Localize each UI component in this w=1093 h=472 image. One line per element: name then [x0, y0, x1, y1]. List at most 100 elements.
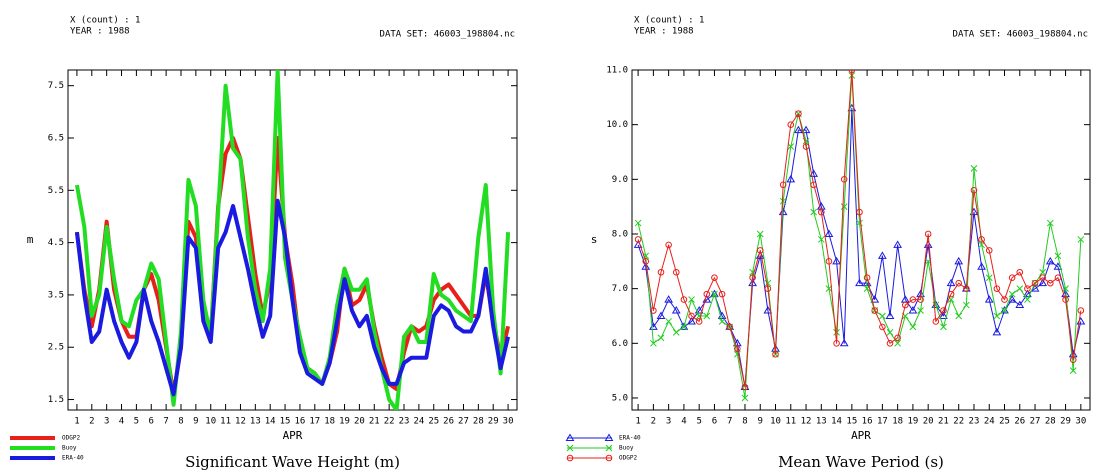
point	[711, 274, 718, 282]
point	[810, 181, 817, 189]
point	[1030, 284, 1040, 292]
point	[718, 318, 726, 325]
point	[680, 323, 688, 331]
x-tick-label: 11	[785, 417, 796, 427]
point	[650, 307, 657, 314]
point	[664, 295, 674, 303]
x-tick-label: 22	[384, 417, 395, 427]
annotation: X (count) : 1	[70, 16, 140, 26]
point	[1031, 279, 1039, 287]
point	[894, 339, 901, 347]
point	[1062, 285, 1069, 293]
point	[855, 278, 864, 287]
plot-frame	[67, 69, 518, 411]
point	[801, 125, 811, 134]
x-tick-label: 6	[712, 417, 717, 427]
point	[901, 301, 909, 309]
point	[756, 247, 764, 254]
annotation: YEAR : 1988	[634, 27, 694, 37]
point	[939, 311, 948, 319]
point	[946, 278, 956, 287]
annotation: DATA SET: 46003_198804.nc	[380, 30, 515, 40]
point	[992, 327, 1002, 336]
x-tick-label: 30	[1075, 417, 1086, 427]
point	[856, 208, 863, 216]
point	[1047, 279, 1054, 287]
point	[672, 268, 680, 276]
x-tick-label: 24	[984, 417, 995, 427]
x-tick-label: 26	[443, 417, 454, 427]
x-tick-label: 25	[428, 417, 439, 427]
point	[787, 143, 795, 150]
point	[1023, 289, 1032, 298]
point	[642, 252, 650, 260]
point	[786, 174, 796, 183]
point	[763, 306, 773, 314]
x-tick-label: 18	[324, 417, 335, 427]
x-tick-label: 21	[369, 417, 380, 427]
series-line	[74, 136, 511, 397]
x-tick-label: 25	[999, 417, 1010, 427]
point	[954, 256, 964, 265]
point	[764, 285, 772, 292]
x-tick-label: 1	[74, 417, 79, 427]
x-tick-label: 28	[1045, 417, 1056, 427]
y-tick-label: 2.5	[48, 343, 64, 353]
x-tick-label: 2	[651, 417, 656, 427]
point	[825, 258, 833, 265]
point	[680, 296, 688, 303]
x-tick-label: 26	[1014, 417, 1025, 427]
point	[840, 176, 848, 183]
annotation: YEAR : 1988	[70, 27, 130, 37]
series-line	[637, 74, 1082, 399]
x-tick-label: 5	[134, 417, 139, 427]
x-tick-label: 17	[309, 417, 320, 427]
point	[985, 274, 993, 282]
point	[970, 165, 978, 172]
point	[1024, 296, 1031, 303]
point	[1054, 274, 1062, 282]
x-axis-label: APR	[851, 429, 871, 442]
annotation: X (count) : 1	[634, 16, 704, 26]
point	[733, 350, 741, 358]
x-tick-label: 13	[816, 417, 827, 427]
point	[940, 307, 947, 314]
x-tick-label: 1	[635, 417, 640, 427]
chart-title: Mean Wave Period (s)	[778, 453, 944, 471]
x-tick-label: 28	[473, 417, 484, 427]
point	[695, 318, 703, 325]
point	[657, 268, 665, 276]
point	[908, 306, 918, 314]
x-tick-label: 3	[666, 417, 671, 427]
point	[978, 236, 985, 243]
point	[1001, 307, 1008, 314]
y-tick-label: 5.0	[612, 393, 628, 403]
point	[955, 312, 963, 320]
x-tick-label: 23	[969, 417, 980, 427]
point	[650, 339, 657, 347]
point	[886, 329, 894, 336]
point	[749, 274, 756, 282]
point	[1001, 296, 1008, 303]
point	[711, 290, 718, 298]
point	[809, 169, 819, 177]
point	[923, 240, 933, 248]
point	[909, 296, 917, 303]
point	[955, 279, 963, 287]
point	[879, 312, 886, 320]
point	[734, 345, 741, 353]
x-tick-label: 7	[163, 417, 168, 427]
point	[604, 433, 614, 441]
point	[565, 433, 575, 441]
point	[1045, 256, 1055, 265]
point	[993, 285, 1001, 292]
x-tick-label: 23	[399, 417, 410, 427]
point	[1016, 285, 1024, 293]
point	[840, 203, 848, 211]
point	[885, 311, 895, 319]
point	[1015, 300, 1025, 309]
point	[688, 296, 695, 303]
x-tick-label: 3	[104, 417, 109, 427]
x-tick-label: 10	[770, 417, 781, 427]
